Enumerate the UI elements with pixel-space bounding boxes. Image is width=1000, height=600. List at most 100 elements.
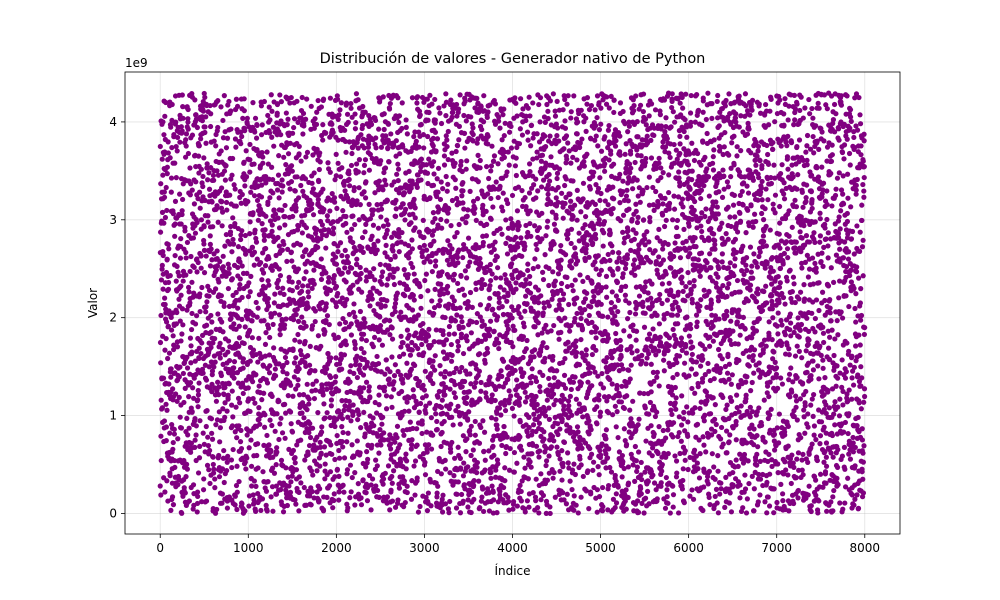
scatter-point (243, 466, 249, 472)
scatter-point (573, 502, 579, 508)
scatter-point (254, 122, 260, 128)
scatter-point (252, 227, 258, 233)
scatter-point (561, 146, 567, 152)
scatter-point (328, 374, 334, 381)
scatter-point (554, 125, 561, 131)
scatter-point (439, 225, 445, 231)
scatter-point (165, 286, 172, 292)
scatter-point (386, 106, 393, 112)
scatter-point (184, 239, 191, 246)
scatter-point (480, 418, 486, 424)
scatter-point (185, 106, 191, 113)
scatter-point (225, 349, 231, 355)
scatter-point (502, 402, 508, 408)
scatter-point (218, 372, 225, 379)
scatter-point (471, 477, 477, 484)
scatter-point (457, 421, 463, 427)
scatter-point (305, 304, 311, 311)
scatter-point (533, 443, 540, 449)
scatter-point (261, 233, 268, 239)
scatter-point (213, 398, 220, 404)
scatter-point (315, 196, 321, 203)
scatter-point (222, 129, 228, 135)
scatter-point (324, 366, 330, 372)
scatter-point (299, 410, 305, 416)
scatter-point (230, 215, 236, 221)
scatter-point (474, 95, 480, 101)
scatter-point (263, 245, 269, 252)
scatter-point (229, 388, 235, 394)
scatter-point (569, 282, 575, 288)
scatter-point (253, 135, 260, 141)
scatter-point (336, 473, 342, 479)
scatter-point (300, 295, 306, 302)
scatter-point (314, 226, 320, 233)
scatter-point (246, 280, 252, 286)
scatter-point (349, 265, 355, 271)
scatter-point (177, 139, 183, 145)
scatter-point (436, 206, 442, 212)
scatter-point (224, 408, 230, 414)
scatter-point (210, 224, 216, 230)
scatter-point (577, 144, 583, 151)
scatter-point (250, 395, 256, 402)
scatter-point (239, 228, 245, 234)
scatter-point (533, 498, 539, 504)
scatter-point (157, 229, 164, 235)
scatter-point (183, 131, 190, 137)
scatter-point (201, 476, 207, 482)
scatter-point (551, 469, 557, 476)
scatter-point (328, 403, 334, 409)
scatter-point (352, 470, 358, 476)
scatter-point (381, 126, 387, 133)
scatter-point (476, 351, 483, 357)
scatter-point (538, 293, 544, 299)
scatter-point (225, 261, 231, 267)
scatter-point (481, 429, 488, 435)
scatter-point (390, 274, 396, 280)
scatter-point (563, 176, 569, 182)
scatter-point (240, 115, 246, 121)
scatter-point (273, 462, 279, 468)
scatter-point (201, 224, 207, 230)
scatter-point (432, 96, 438, 103)
scatter-point (476, 478, 482, 484)
scatter-point (369, 233, 375, 239)
scatter-point (277, 273, 284, 279)
scatter-point (466, 409, 472, 415)
scatter-point (278, 457, 285, 463)
scatter-point (245, 293, 252, 300)
scatter-point (388, 256, 394, 263)
scatter-point (209, 319, 215, 325)
scatter-point (572, 277, 578, 283)
scatter-point (307, 434, 314, 441)
scatter-point (272, 211, 279, 217)
scatter-point (532, 223, 538, 229)
scatter-point (302, 457, 308, 463)
scatter-point (595, 143, 601, 149)
scatter-point (560, 107, 566, 113)
scatter-point (216, 279, 222, 285)
scatter-point (323, 301, 329, 307)
scatter-point (189, 349, 195, 355)
scatter-point (387, 100, 393, 107)
scatter-point (555, 451, 561, 458)
scatter-point (403, 124, 409, 130)
scatter-point (345, 505, 351, 511)
scatter-point (294, 284, 300, 290)
scatter-point (449, 439, 455, 446)
scatter-point (539, 236, 545, 242)
scatter-point (319, 385, 325, 391)
scatter-point (388, 446, 394, 452)
scatter-point (404, 489, 410, 496)
scatter-point (240, 356, 246, 362)
scatter-point (588, 103, 595, 109)
scatter-point (257, 421, 263, 427)
scatter-point (568, 160, 574, 166)
scatter-point (230, 155, 236, 162)
scatter-point (259, 277, 265, 283)
scatter-point (464, 436, 470, 442)
scatter-point (185, 284, 192, 290)
scatter-point (562, 315, 568, 321)
scatter-point (517, 434, 523, 440)
